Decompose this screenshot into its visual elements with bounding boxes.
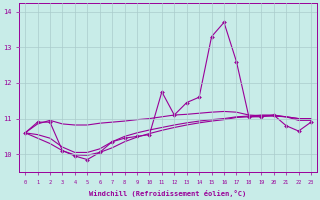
X-axis label: Windchill (Refroidissement éolien,°C): Windchill (Refroidissement éolien,°C) [90,190,247,197]
